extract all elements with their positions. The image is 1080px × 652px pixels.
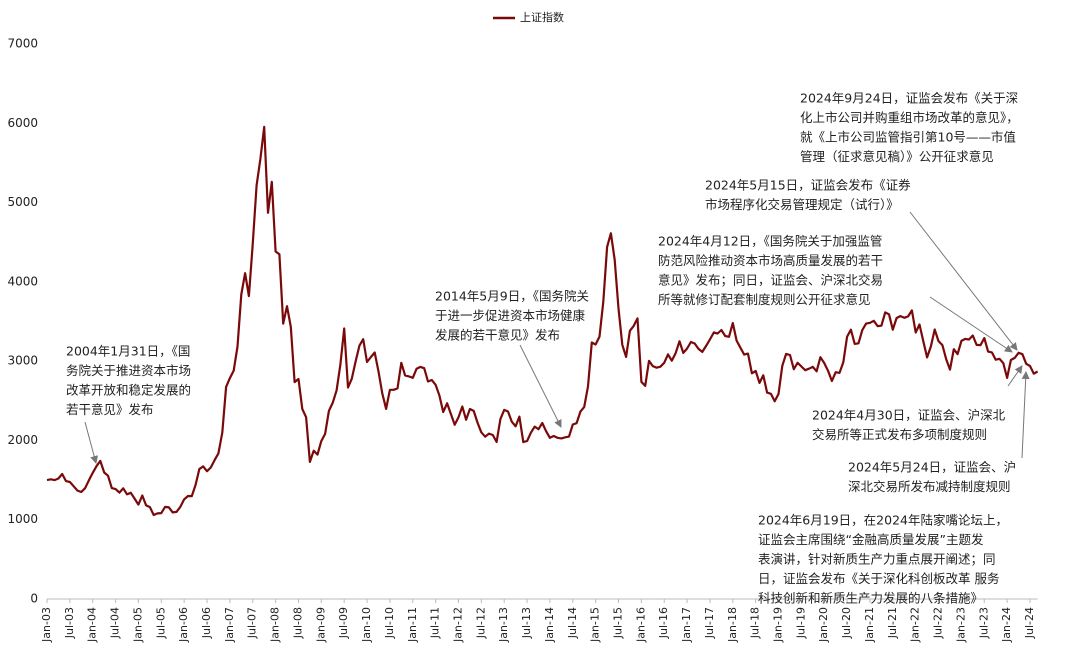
x-tick-label: Jul-11 [429,607,442,639]
annotation: 若干意见》发布 [66,402,154,417]
annotation: 2014年5月9日，《国务院关 [435,289,589,304]
x-tick-label: Jul-15 [612,607,625,639]
annotation-arrow [929,296,1013,353]
x-tick-label: Jul-18 [749,607,762,639]
annotation: 日，证监会发布《关于深化科创板改革 服务 [758,571,999,586]
x-tick-label: Jul-04 [109,607,122,639]
y-tick-label: 6000 [7,116,38,130]
y-tick-label: 1000 [7,512,38,526]
annotation: 科技创新和新质生产力发展的八条措施》 [758,591,983,606]
annotation: 2004年1月31日，《国 [66,344,190,359]
x-tick-label: Jul-03 [63,607,76,639]
x-tick-label: Jan-15 [589,607,602,643]
annotation: 发展的若干意见》发布 [435,328,560,343]
annotation-arrow [1021,371,1030,459]
annotation: 改革开放和稳定发展的 [66,383,191,398]
annotation: 管理（征求意见稿）》公开征求意见 [800,149,994,164]
x-tick-label: Jul-16 [657,607,670,639]
annotation-arrow [519,344,562,428]
x-tick-label: Jul-06 [200,607,213,639]
x-tick-label: Jul-17 [703,607,716,639]
series-line [46,125,1039,517]
x-tick-label: Jul-12 [474,607,487,639]
x-tick-label: Jul-21 [886,607,899,639]
annotation: 深北交易所发布减持制度规则 [848,479,1011,494]
annotation: 所等就修订配套制度规则公开征求意见 [658,292,871,307]
x-tick-label: Jul-14 [566,607,579,639]
x-tick-label: Jul-08 [291,607,304,639]
x-tick-label: Jan-21 [863,607,876,643]
annotation: 化上市公司并购重组市场改革的意见》， [800,110,1019,125]
annotation: 2024年5月15日，证监会发布《证券 [705,178,911,193]
x-tick-label: Jan-11 [406,607,419,643]
x-tick-label: Jan-22 [909,607,922,643]
x-tick-label: Jan-16 [634,607,647,643]
annotation: 于进一步促进资本市场健康 [435,308,586,323]
annotation-arrow [1007,365,1023,387]
annotation: 就《上市公司监管指引第10号——市值 [800,130,1016,145]
x-tick-label: Jan-06 [177,607,190,643]
x-tick-label: Jan-08 [269,607,282,643]
y-tick-label: 4000 [7,274,38,288]
annotation-arrow [84,421,99,464]
x-tick-label: Jan-19 [772,607,785,643]
x-tick-label: Jul-20 [840,607,853,639]
x-tick-label: Jan-18 [726,607,739,643]
annotation-arrow [909,211,1018,351]
x-tick-label: Jan-05 [131,607,144,643]
annotation: 表演讲，针对新质生产力重点展开阐述；同 [758,552,996,567]
annotation: 意见》发布；同日，证监会、沪深北交易 [658,273,883,288]
x-tick-label: Jul-09 [337,607,350,639]
x-tick-label: Jul-10 [383,607,396,639]
annotation: 2024年4月30日，证监会、沪深北 [812,408,1006,423]
x-tick-label: Jan-24 [1000,607,1013,643]
y-tick-label: 5000 [7,195,38,209]
x-tick-label: Jan-20 [817,607,830,643]
annotation: 务院关于推进资本市场 [66,363,191,378]
x-tick-label: Jan-09 [314,607,327,643]
x-tick-label: Jul-07 [246,607,259,639]
annotation: 防范风险推动资本市场高质量发展的若干 [658,253,883,268]
y-tick-label: 7000 [7,37,38,51]
annotation: 2024年9月24日，证监会发布《关于深 [800,91,1018,106]
x-tick-label: Jul-22 [932,607,945,639]
annotation: 2024年6月19日，在2024年陆家嘴论坛上， [758,513,1008,528]
x-tick-label: Jan-04 [86,607,99,643]
x-tick-label: Jul-05 [154,607,167,639]
x-tick-label: Jul-13 [520,607,533,639]
y-tick-label: 2000 [7,433,38,447]
annotation: 2024年5月24日，证监会、沪 [848,460,1016,475]
y-tick-label: 0 [30,592,38,606]
x-tick-label: Jan-03 [40,607,53,643]
x-tick-label: Jul-19 [794,607,807,639]
annotation: 交易所等正式发布多项制度规则 [812,427,987,442]
x-tick-label: Jan-17 [680,607,693,643]
x-tick-label: Jul-23 [977,607,990,639]
x-tick-label: Jan-07 [223,607,236,643]
x-tick-label: Jul-24 [1023,607,1036,639]
annotation: 市场程序化交易管理规定（试行）》 [705,197,899,212]
x-tick-label: Jan-23 [954,607,967,643]
annotation: 2024年4月12日，《国务院关于加强监管 [658,234,882,249]
x-tick-label: Jan-14 [543,607,556,643]
legend-label: 上证指数 [520,10,564,24]
x-tick-label: Jan-12 [451,607,464,643]
annotation: 证监会主席围绕“金融高质量发展”主题发 [758,532,984,547]
x-tick-label: Jan-10 [360,607,373,643]
y-tick-label: 3000 [7,354,38,368]
x-tick-label: Jan-13 [497,607,510,643]
